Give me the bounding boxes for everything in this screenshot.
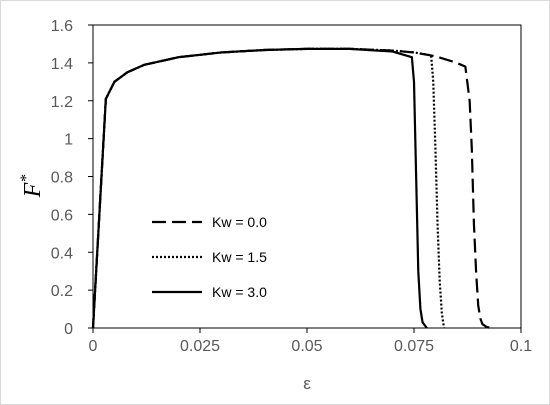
- y-axis-ticks: 0 0.2 0.4 0.6 0.8 1 1.2 1.4 1.6: [51, 18, 93, 338]
- y-tick-label: 1: [64, 132, 73, 149]
- legend-label-2: Kw = 1.5: [212, 249, 267, 265]
- series-line-1: [91, 47, 492, 330]
- y-axis-title-main: F: [20, 182, 46, 198]
- x-tick-label: 0: [89, 338, 98, 355]
- x-tick-label: 0.1: [510, 338, 532, 355]
- y-axis-title-sup: *: [18, 175, 35, 183]
- y-tick-label: 0: [64, 321, 73, 338]
- x-tick-label: 0.025: [180, 338, 220, 355]
- y-tick-label: 0.6: [51, 207, 73, 224]
- x-axis-ticks: 0 0.025 0.05 0.075 0.1: [89, 328, 532, 355]
- x-axis-title: ε: [303, 374, 311, 393]
- y-tick-label: 0.2: [51, 283, 73, 300]
- plot-border: [92, 24, 522, 329]
- plot-area: [92, 24, 522, 329]
- y-tick-label: 1.4: [51, 56, 73, 73]
- x-tick-label: 0.05: [291, 338, 322, 355]
- y-tick-label: 0.4: [51, 245, 73, 262]
- x-tick-label: 0.075: [394, 338, 434, 355]
- y-tick-label: 1.6: [51, 18, 73, 35]
- series-line-2: [91, 47, 446, 329]
- legend-label-1: Kw = 0.0: [212, 214, 267, 230]
- y-axis-title: F*: [18, 175, 46, 199]
- series-line-3: [91, 47, 428, 329]
- series-group: [91, 47, 492, 330]
- y-tick-label: 1.2: [51, 94, 73, 111]
- y-tick-label: 0.8: [51, 170, 73, 187]
- legend-label-3: Kw = 3.0: [212, 284, 267, 300]
- legend: Kw = 0.0 Kw = 1.5 Kw = 3.0: [152, 214, 267, 300]
